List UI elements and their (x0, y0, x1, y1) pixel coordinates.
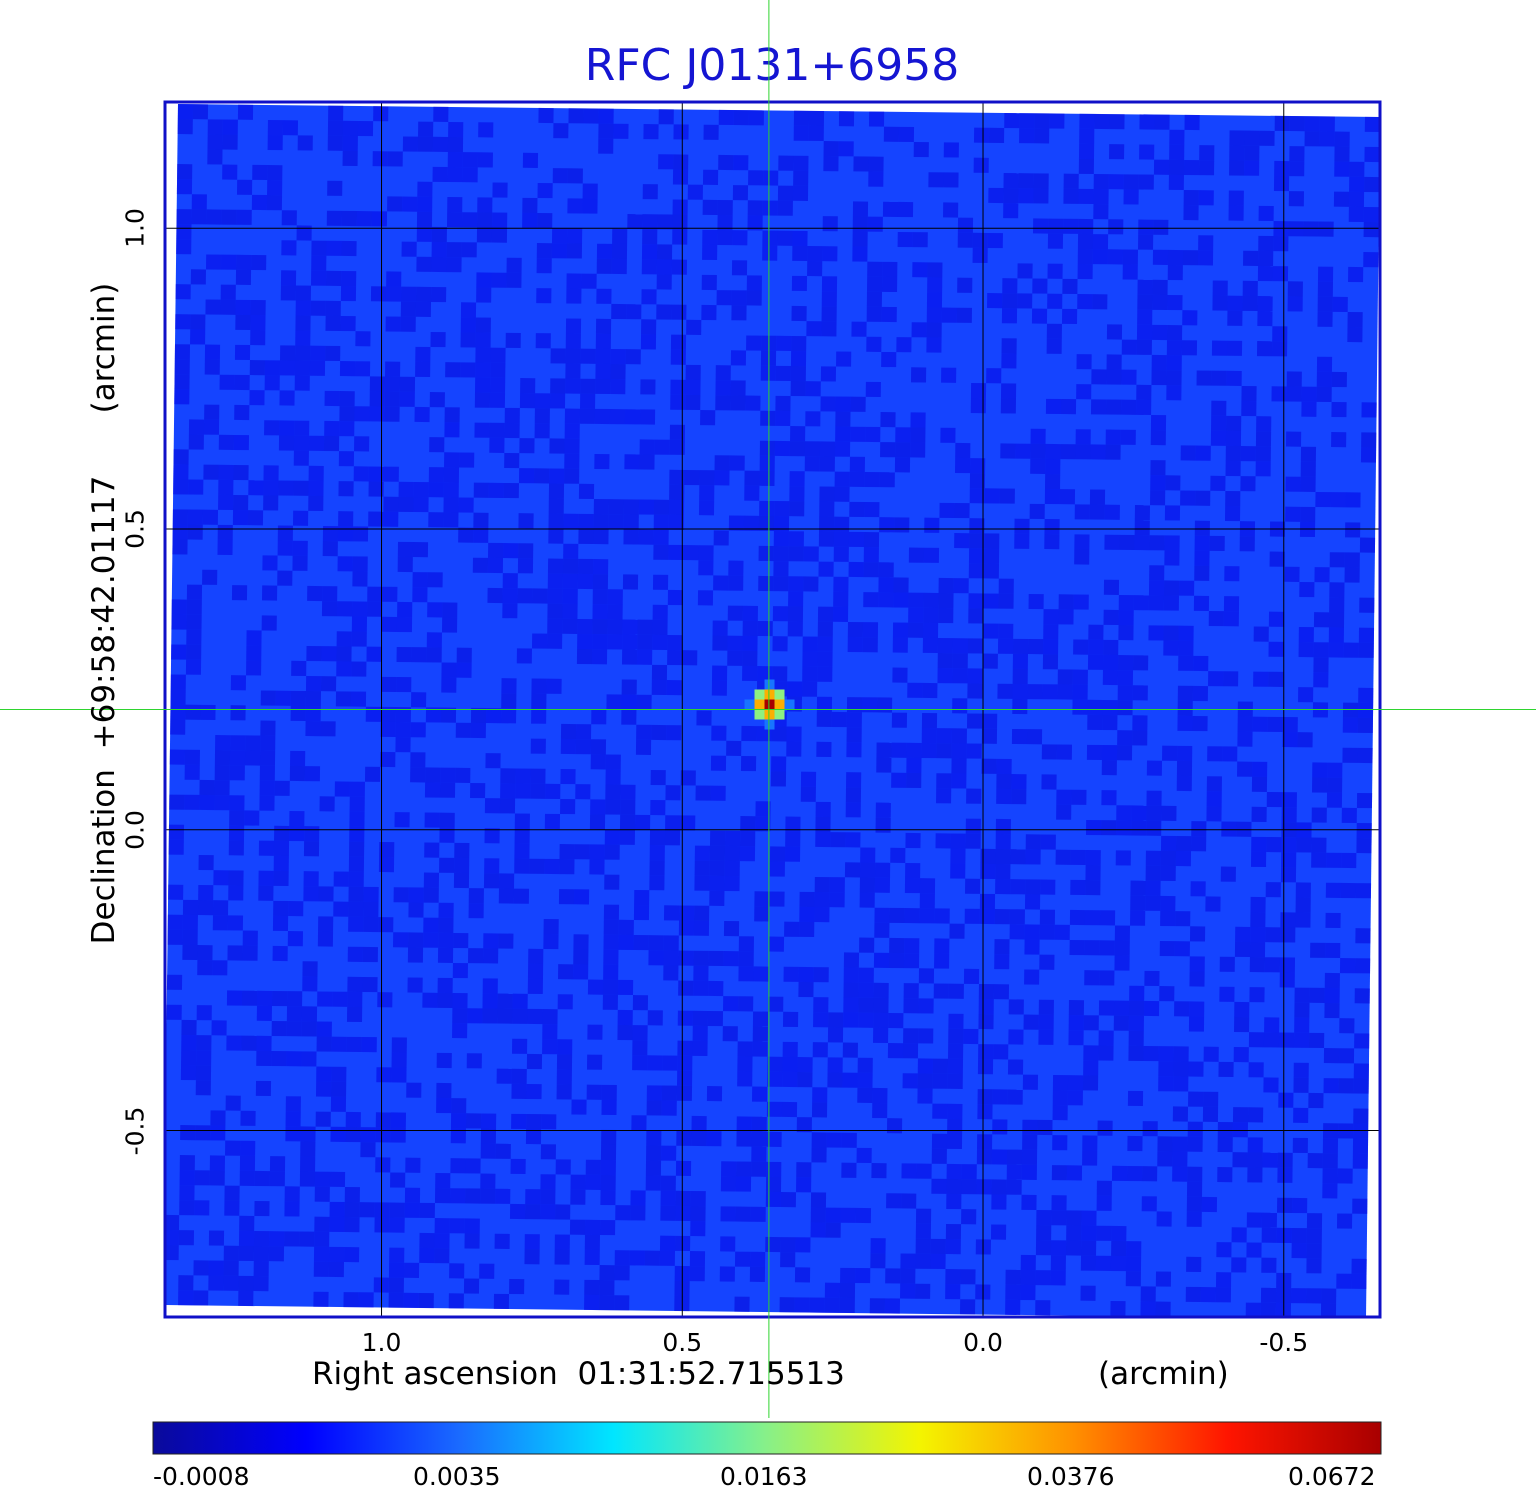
x-tick-label: 0.0 (963, 1328, 1003, 1357)
source-pixel (764, 679, 775, 690)
x-tick-label: 1.0 (361, 1328, 402, 1357)
y-axis-unit: (arcmin) (86, 282, 122, 414)
source-pixel (774, 709, 785, 720)
source-pixel (764, 699, 775, 710)
chart-title: RFC J0131+6958 (584, 40, 960, 91)
source-pixel (754, 709, 765, 720)
x-tick-label: -0.5 (1259, 1328, 1309, 1357)
colorbar (152, 1421, 1382, 1455)
source-pixel (744, 699, 755, 710)
image-layer (165, 104, 1380, 1317)
source-pixel (754, 689, 765, 700)
x-axis-label: Right ascension 01:31:52.715513 (312, 1356, 845, 1392)
coordinate-grid (165, 102, 1380, 1317)
y-axis-label: Declination +69:58:42.01117 (86, 475, 122, 945)
crosshair (0, 0, 1536, 1418)
y-tick-label: 0.5 (120, 509, 150, 549)
source-pixel (764, 689, 775, 700)
x-tick-label: 0.5 (662, 1328, 703, 1357)
source-pixel (764, 719, 775, 730)
source-pixel (764, 709, 775, 720)
source-pixel (774, 689, 785, 700)
y-tick-label: 1.0 (120, 208, 150, 249)
colorbar-tick-label: -0.0008 (153, 1462, 250, 1491)
y-tick-label: -0.5 (120, 1106, 150, 1155)
source-pixel (774, 699, 785, 710)
y-tick-label: 0.0 (120, 809, 150, 850)
colorbar-tick-label: 0.0035 (413, 1462, 501, 1491)
source-pixel (754, 699, 765, 710)
colorbar-tick-label: 0.0163 (720, 1462, 808, 1491)
source-pixel (784, 699, 795, 710)
colorbar-tick-label: 0.0672 (1288, 1462, 1376, 1491)
colorbar-tick-label: 0.0376 (1027, 1462, 1115, 1491)
x-axis-unit: (arcmin) (1098, 1356, 1229, 1392)
